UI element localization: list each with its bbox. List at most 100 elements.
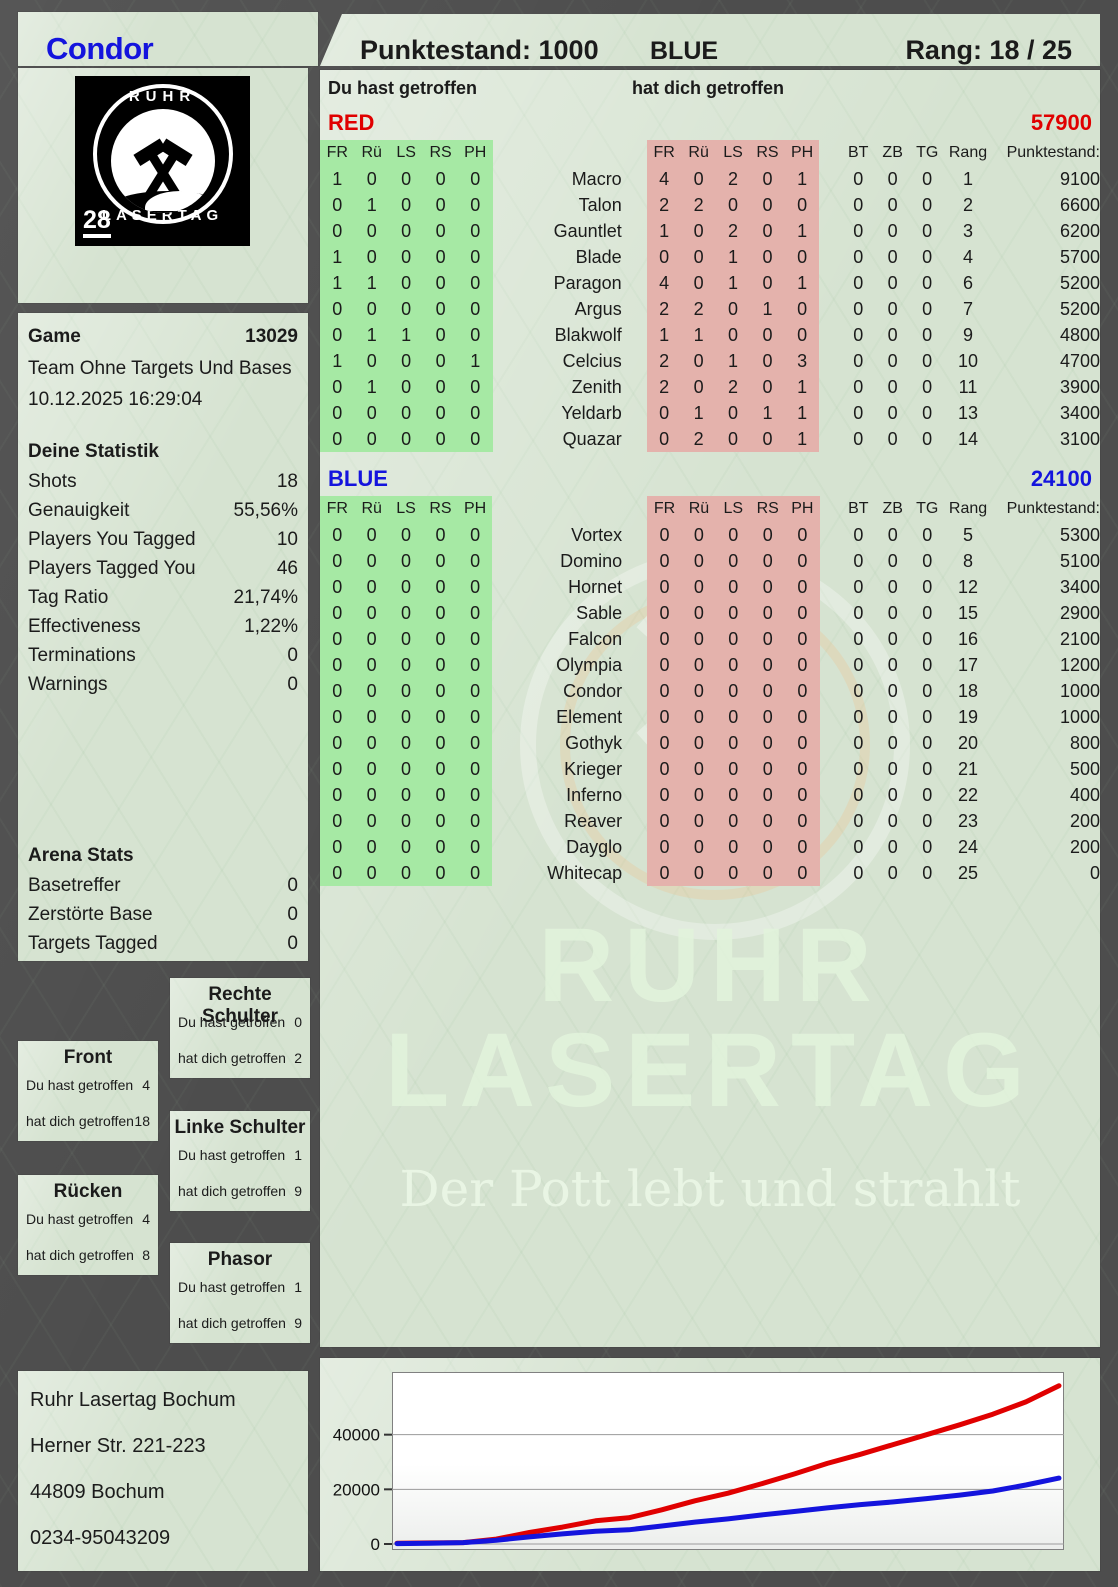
club-logo: RUHR LASERTAG 28: [75, 76, 250, 246]
table-row[interactable]: 0 0 0 0 0 Domino 0 0 0 0 0 0 0 0 8 5100: [320, 548, 1100, 574]
cell-you-tagged: 0: [320, 192, 355, 218]
cell-you-tagged: 0: [457, 522, 493, 548]
hitbox-tagged-you-label: hat dich getroffen: [178, 1183, 286, 1199]
table-row[interactable]: 0 0 0 0 0 Sable 0 0 0 0 0 0 0 0 15 2900: [320, 600, 1100, 626]
table-row[interactable]: 0 0 0 0 0 Hornet 0 0 0 0 0 0 0 0 12 3400: [320, 574, 1100, 600]
cell-extra: 0: [853, 194, 864, 215]
table-row[interactable]: 0 0 0 0 0 Falcon 0 0 0 0 0 0 0 0 16 2100: [320, 626, 1100, 652]
cell-you-tagged: 0: [354, 244, 389, 270]
cell-extra: 0: [887, 758, 898, 779]
hitbox-tagged-you-row: hat dich getroffen 18: [26, 1113, 150, 1129]
hitbox-front: Front Du hast getroffen 4 hat dich getro…: [18, 1041, 158, 1141]
cell-you-tagged: 0: [423, 678, 458, 704]
hitbox-you-tagged-row: Du hast getroffen 0: [178, 1014, 302, 1030]
cell-tagged-you: 1: [750, 296, 785, 322]
cell-tagged-you: 0: [784, 244, 820, 270]
cell-score: 1000: [1059, 680, 1100, 701]
cell-tagged-you: 0: [750, 652, 786, 678]
cell-extra: 0: [853, 524, 864, 545]
cell-extra: 0: [887, 576, 898, 597]
cell-extra: 0: [887, 628, 898, 649]
table-row[interactable]: 0 0 0 0 0 Gothyk 0 0 0 0 0 0 0 0 20 800: [320, 730, 1100, 756]
hitbox-title: Linke Schulter: [174, 1117, 306, 1138]
table-row[interactable]: 0 0 0 0 0 Inferno 0 0 0 0 0 0 0 0 22 400: [320, 782, 1100, 808]
table-row[interactable]: 0 0 0 0 0 Quazar 0 2 0 0 1 0 0 0 14 3100: [320, 426, 1100, 452]
cell-tagged-you: 0: [647, 756, 682, 782]
chart-ytick-label: 0: [371, 1535, 380, 1554]
table-row[interactable]: 1 0 0 0 1 Celcius 2 0 1 0 3 0 0 0 10 4700: [320, 348, 1100, 374]
table-row[interactable]: 0 1 0 0 0 Zenith 2 0 2 0 1 0 0 0 11 3900: [320, 374, 1100, 400]
cell-player-name: Reaver: [564, 810, 623, 831]
cell-tagged-you: 0: [647, 860, 682, 886]
cell-rank: 10: [957, 350, 978, 371]
cell-tagged-you: 0: [785, 782, 820, 808]
col-head-BT: BT: [848, 500, 869, 517]
table-header-row: FR Rü LS RS PH FR Rü LS RS PH BT ZB TG Rang Punktestan…: [320, 496, 1100, 522]
table-row[interactable]: 0 0 0 0 0 Reaver 0 0 0 0 0 0 0 0 23 200: [320, 808, 1100, 834]
cell-you-tagged: 0: [320, 548, 355, 574]
team-name-red: RED: [328, 110, 375, 135]
stat-label: Terminations: [28, 645, 136, 666]
cell-you-tagged: 0: [320, 626, 355, 652]
cell-player-name: Olympia: [556, 654, 623, 675]
cell-tagged-you: 2: [646, 348, 682, 374]
cell-rank: 19: [958, 706, 979, 727]
cell-tagged-you: 0: [647, 678, 682, 704]
game-mode: Team Ohne Targets Und Bases: [28, 358, 292, 379]
cell-you-tagged: 0: [388, 782, 424, 808]
cell-you-tagged: 0: [423, 296, 458, 322]
cell-rank: 14: [957, 428, 978, 449]
cell-you-tagged: 0: [457, 730, 493, 756]
table-row[interactable]: 0 0 0 0 0 Olympia 0 0 0 0 0 0 0 0 17 1200: [320, 652, 1100, 678]
cell-tagged-you: 0: [716, 678, 751, 704]
cell-tagged-you: 2: [681, 426, 716, 452]
cell-tagged-you: 0: [681, 574, 717, 600]
cell-player-name: Vortex: [571, 524, 623, 545]
cell-tagged-you: 1: [715, 244, 751, 270]
cell-extra: 0: [887, 706, 898, 727]
table-row[interactable]: 0 0 0 0 0 Argus 2 2 0 1 0 0 0 0 7 5200: [320, 296, 1100, 322]
cell-tagged-you: 0: [716, 652, 751, 678]
cell-you-tagged: 0: [457, 756, 493, 782]
table-row[interactable]: 0 0 0 0 0 Gauntlet 1 0 2 0 1 0 0 0 3 6200: [320, 218, 1100, 244]
cell-tagged-you: 2: [646, 192, 682, 218]
table-row[interactable]: 0 1 0 0 0 Talon 2 2 0 0 0 0 0 0 2 6600: [320, 192, 1100, 218]
cell-you-tagged: 0: [423, 192, 458, 218]
cell-you-tagged: 0: [423, 626, 458, 652]
table-row[interactable]: 0 0 0 0 0 Dayglo 0 0 0 0 0 0 0 0 24 200: [320, 834, 1100, 860]
table-row[interactable]: 0 0 0 0 0 Condor 0 0 0 0 0 0 0 0 18 1000: [320, 678, 1100, 704]
cell-extra: 0: [853, 272, 864, 293]
cell-rank: 20: [958, 732, 979, 753]
col-head-Rü: Rü: [681, 140, 716, 166]
cell-you-tagged: 0: [388, 600, 424, 626]
cell-tagged-you: 0: [750, 626, 786, 652]
cell-extra: 0: [922, 810, 933, 831]
table-row[interactable]: 1 0 0 0 0 Macro 4 0 2 0 1 0 0 0 1 9100: [320, 166, 1100, 192]
cell-extra: 0: [887, 272, 898, 293]
cell-tagged-you: 0: [716, 600, 751, 626]
cell-score: 200: [1069, 810, 1100, 831]
cell-tagged-you: 0: [647, 704, 682, 730]
cell-tagged-you: 0: [750, 756, 786, 782]
hitbox-left-shoulder: Linke Schulter Du hast getroffen 1 hat d…: [170, 1111, 310, 1211]
col-head-BT: BT: [847, 144, 869, 161]
table-row[interactable]: 1 1 0 0 0 Paragon 4 0 1 0 1 0 0 0 6 5200: [320, 270, 1100, 296]
cell-player-name: Gothyk: [565, 732, 623, 753]
table-row[interactable]: 0 0 0 0 0 Yeldarb 0 1 0 1 1 0 0 0 13 3400: [320, 400, 1100, 426]
cell-tagged-you: 0: [647, 834, 682, 860]
table-row[interactable]: 0 0 0 0 0 Krieger 0 0 0 0 0 0 0 0 21 500: [320, 756, 1100, 782]
stat-value: 21,74%: [233, 587, 298, 608]
hitbox-you-tagged-row: Du hast getroffen 1: [178, 1279, 302, 1295]
logo-ring: [92, 84, 233, 225]
table-row[interactable]: 0 0 0 0 0 Element 0 0 0 0 0 0 0 0 19 1000: [320, 704, 1100, 730]
table-row[interactable]: 0 0 0 0 0 Vortex 0 0 0 0 0 0 0 0 5 5300: [320, 522, 1100, 548]
cell-you-tagged: 0: [388, 678, 424, 704]
cell-you-tagged: 0: [423, 600, 458, 626]
cell-tagged-you: 2: [646, 374, 682, 400]
cell-tagged-you: 0: [716, 548, 751, 574]
cell-extra: 0: [853, 732, 864, 753]
table-row[interactable]: 1 0 0 0 0 Blade 0 0 1 0 0 0 0 0 4 5700: [320, 244, 1100, 270]
table-row[interactable]: 0 1 1 0 0 Blakwolf 1 1 0 0 0 0 0 0 9 4800: [320, 322, 1100, 348]
table-row[interactable]: 0 0 0 0 0 Whitecap 0 0 0 0 0 0 0 0 25 0: [320, 860, 1100, 886]
cell-you-tagged: 0: [457, 808, 493, 834]
